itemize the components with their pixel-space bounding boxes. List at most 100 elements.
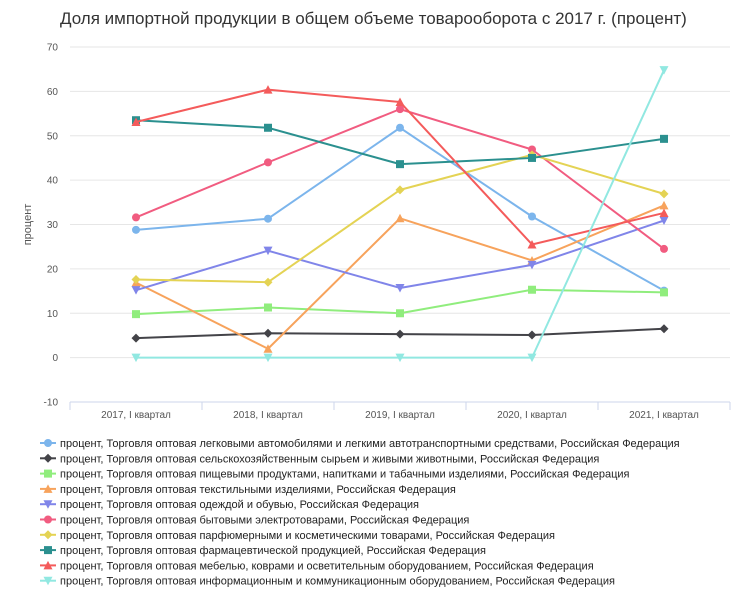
legend-item[interactable]: процент, Торговля оптовая одеждой и обув… [40,499,419,511]
legend-label: процент, Торговля оптовая пищевыми проду… [60,469,630,481]
legend-label: процент, Торговля оптовая одеждой и обув… [60,499,419,511]
legend-item[interactable]: процент, Торговля оптовая парфюмерными и… [40,530,555,542]
legend-item[interactable]: процент, Торговля оптовая легковыми авто… [40,438,680,450]
series-5 [131,216,669,295]
data-point[interactable] [264,158,272,167]
x-tick-label: 2018, I квартал [233,410,303,421]
data-point[interactable] [263,277,273,287]
data-point[interactable] [264,123,272,132]
y-axis-label: процент [22,204,34,246]
data-point[interactable] [660,134,668,143]
legend-label: процент, Торговля оптовая сельскохозяйст… [60,453,599,465]
data-point[interactable] [396,105,404,114]
y-tick-label: 30 [47,220,59,231]
data-point[interactable] [659,66,669,75]
legend-label: процент, Торговля оптовая мебелью, ковра… [60,560,594,572]
series-10 [131,66,669,363]
data-point[interactable] [659,208,669,217]
y-axis: -10 0 10 20 30 40 50 60 70 [44,43,59,409]
x-axis: 2017, I квартал 2018, I квартал 2019, I кв… [69,401,731,421]
legend-item[interactable]: процент, Торговля оптовая информационным… [40,576,615,588]
data-point[interactable] [395,353,405,363]
legend-item[interactable]: процент, Торговля оптовая сельскохозяйст… [40,453,599,465]
data-point[interactable] [660,288,668,297]
legend-item[interactable]: процент, Торговля оптовая фармацевтическ… [40,545,486,557]
data-point[interactable] [395,213,405,223]
data-point[interactable] [528,145,536,154]
y-tick-label: 50 [47,131,59,142]
data-point[interactable] [132,225,140,234]
data-point[interactable] [395,283,405,293]
data-point[interactable] [131,353,141,363]
data-point[interactable] [528,212,536,221]
series-3 [132,285,668,319]
x-tick-label: 2021, I квартал [629,410,699,421]
data-point[interactable] [527,353,537,363]
data-point[interactable] [264,303,272,312]
data-point[interactable] [263,353,273,363]
y-tick-label: 10 [47,309,59,320]
y-tick-label: 60 [47,87,59,98]
data-point[interactable] [395,185,405,195]
data-point[interactable] [395,329,405,339]
legend-item[interactable]: процент, Торговля оптовая пищевыми проду… [40,469,630,481]
data-point[interactable] [263,85,273,94]
legend-item[interactable]: процент, Торговля оптовая бытовыми элект… [40,515,469,527]
data-point[interactable] [396,160,404,169]
legend-label: процент, Торговля оптовая бытовыми элект… [60,515,469,527]
data-point[interactable] [396,309,404,318]
legend-marker[interactable] [43,453,53,463]
y-tick-label: 20 [47,264,59,275]
data-point[interactable] [528,285,536,294]
legend-marker[interactable] [44,469,52,478]
y-tick-label: -10 [44,398,59,409]
legend-label: процент, Торговля оптовая парфюмерными и… [60,530,555,542]
data-point[interactable] [263,344,273,353]
data-point[interactable] [659,216,669,226]
data-point[interactable] [131,275,141,285]
series-2 [131,324,669,343]
legend-marker[interactable] [43,560,53,570]
series-6 [132,105,668,253]
data-point[interactable] [659,189,669,199]
legend-marker[interactable] [43,500,53,509]
data-point[interactable] [263,328,273,338]
legend-marker[interactable] [43,484,53,493]
chart-title: Доля импортной продукции в общем объеме … [60,9,687,28]
x-tick-label: 2019, I квартал [365,410,435,421]
y-tick-label: 0 [52,353,58,364]
data-point[interactable] [264,214,272,223]
data-point[interactable] [396,123,404,132]
data-point[interactable] [263,246,273,256]
data-point[interactable] [395,97,405,107]
data-point[interactable] [527,260,537,270]
series-line [135,204,665,350]
legend-marker[interactable] [44,515,52,524]
legend-marker[interactable] [44,546,52,555]
data-point[interactable] [132,310,140,319]
legend-marker[interactable] [43,530,53,540]
data-point[interactable] [528,153,536,162]
data-point[interactable] [131,333,141,343]
data-point[interactable] [527,239,537,249]
y-tick-label: 70 [47,43,59,54]
legend[interactable]: процент, Торговля оптовая легковыми авто… [40,438,680,588]
data-point[interactable] [131,117,141,126]
data-point[interactable] [660,244,668,253]
data-point[interactable] [132,213,140,222]
legend-item[interactable]: процент, Торговля оптовая текстильными и… [40,484,456,496]
legend-marker[interactable] [44,439,52,447]
data-point[interactable] [131,286,141,295]
data-point[interactable] [527,330,537,340]
data-point[interactable] [659,200,669,210]
legend-marker[interactable] [43,576,53,586]
legend-label: процент, Торговля оптовая легковыми авто… [60,438,680,450]
legend-item[interactable]: процент, Торговля оптовая мебелью, ковра… [40,560,594,572]
legend-label: процент, Торговля оптовая текстильными и… [60,484,456,496]
x-tick-label: 2020, I квартал [497,410,567,421]
x-tick-label: 2017, I квартал [101,410,171,421]
data-point[interactable] [659,324,669,334]
legend-label: процент, Торговля оптовая фармацевтическ… [60,545,486,557]
